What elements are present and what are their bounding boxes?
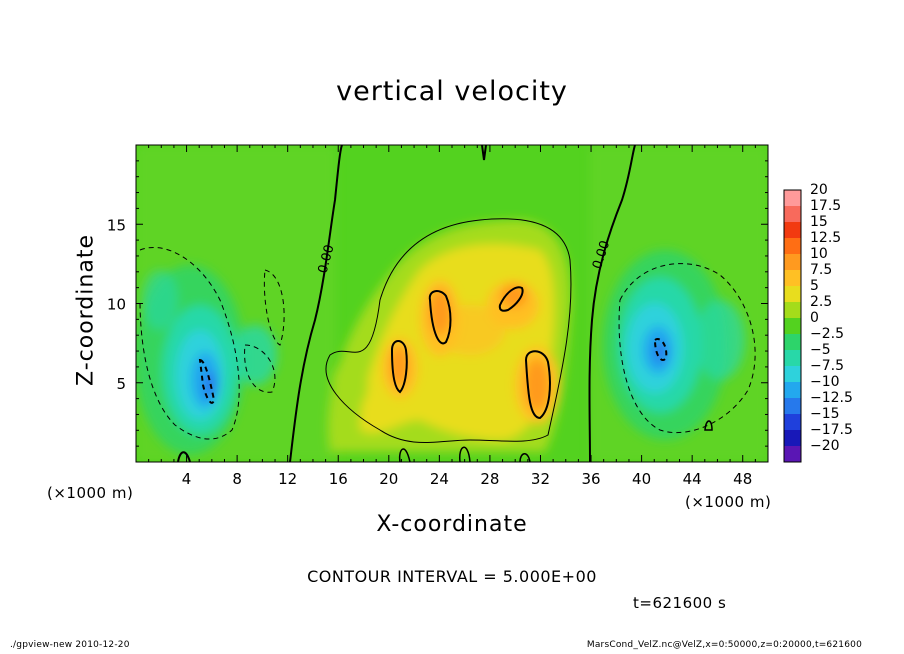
y-tick-label: 5 [116, 375, 126, 393]
velocity-field [136, 145, 768, 462]
y-tick-label: 15 [107, 216, 126, 234]
colorbar-swatch [784, 254, 801, 271]
x-axis-unit: (×1000 m) [685, 493, 772, 511]
colorbar-swatch [784, 414, 801, 431]
x-tick-label: 48 [733, 470, 752, 488]
colorbar-swatch [784, 286, 801, 303]
colorbar-frame [783, 189, 802, 463]
colorbar-swatch [784, 382, 801, 399]
colorbar-label: 12.5 [810, 230, 841, 246]
chart-title: vertical velocity [336, 76, 568, 107]
colorbar-swatch [784, 206, 801, 223]
x-tick-label: 20 [379, 470, 398, 488]
x-tick-label: 28 [480, 470, 499, 488]
colorbar-label: 2.5 [810, 294, 832, 310]
colorbar-swatch [784, 190, 801, 207]
x-tick-label: 40 [632, 470, 651, 488]
colorbar-swatch [784, 222, 801, 239]
x-tick-label: 36 [581, 470, 600, 488]
colorbar-label: 10 [810, 246, 828, 262]
footer-left: ./gpview-new 2010-12-20 [10, 640, 130, 650]
y-axis-unit: (×1000 m) [47, 484, 134, 502]
colorbar-swatch [784, 350, 801, 367]
colorbar-label: −2.5 [810, 326, 844, 342]
colorbar-label: −5 [810, 342, 831, 358]
colorbar-label: −10 [810, 374, 840, 390]
y-axis-label: Z-coordinate [73, 234, 99, 386]
colorbar-swatch [784, 446, 801, 463]
colorbar-swatch [784, 398, 801, 415]
colorbar-label: −17.5 [810, 422, 853, 438]
colorbar-label: 5 [810, 278, 819, 294]
footer-right: MarsCond_VelZ.nc@VelZ,x=0:50000,z=0:2000… [586, 640, 862, 650]
colorbar-label: −7.5 [810, 358, 844, 374]
colorbar-swatch [784, 366, 801, 383]
zero-contour-label: 0.00 [316, 243, 338, 275]
x-axis-label: X-coordinate [376, 512, 528, 537]
colorbar-swatch [784, 302, 801, 319]
y-tick-label: 10 [107, 296, 126, 314]
colorbar-label: 7.5 [810, 262, 832, 278]
x-tick-label: 44 [683, 470, 702, 488]
colorbar-swatch [784, 270, 801, 287]
colorbar-label: −20 [810, 438, 840, 454]
x-tick-label: 32 [531, 470, 550, 488]
colorbar-swatch [784, 334, 801, 351]
x-tick-label: 24 [430, 470, 449, 488]
x-tick-label: 16 [329, 470, 348, 488]
colorbar-label: 17.5 [810, 198, 841, 214]
colorbar-label: 20 [810, 182, 828, 198]
contour-interval-label: CONTOUR INTERVAL = 5.000E+00 [307, 567, 597, 586]
colorbar-label: 15 [810, 214, 828, 230]
time-label: t=621600 s [633, 594, 727, 612]
x-tick-label: 4 [182, 470, 192, 488]
x-tick-label: 8 [232, 470, 242, 488]
colorbar-swatch [784, 238, 801, 255]
colorbar-label: −12.5 [810, 390, 853, 406]
colorbar-swatch [784, 430, 801, 447]
colorbar-swatch [784, 318, 801, 335]
colorbar-label: 0 [810, 310, 819, 326]
colorbar-label: −15 [810, 406, 840, 422]
x-tick-label: 12 [278, 470, 297, 488]
